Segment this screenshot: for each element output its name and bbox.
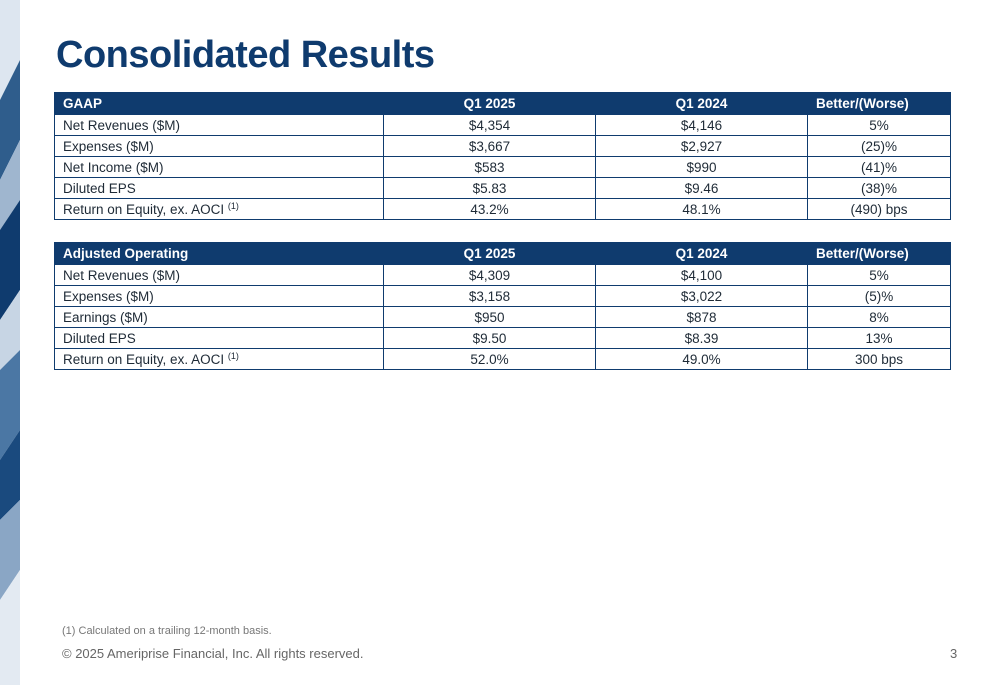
column-header-better-worse: Better/(Worse) xyxy=(807,92,951,115)
row-label: Expenses ($M) xyxy=(54,285,384,307)
footnote-marker: (1) xyxy=(227,351,239,361)
table-row: Earnings ($M) $950 $878 8% xyxy=(54,306,951,328)
column-header-section: GAAP xyxy=(54,92,384,115)
column-header-q1-2024: Q1 2024 xyxy=(595,242,808,265)
table-row: Diluted EPS $9.50 $8.39 13% xyxy=(54,327,951,349)
page-number: 3 xyxy=(950,646,958,661)
column-header-better-worse: Better/(Worse) xyxy=(807,242,951,265)
cell-better-worse: (25)% xyxy=(807,135,951,157)
row-label: Return on Equity, ex. AOCI (1) xyxy=(54,348,384,370)
cell-q1-2025: $4,309 xyxy=(383,264,596,286)
cell-q1-2024: $990 xyxy=(595,156,808,178)
adjusted-operating-table: Adjusted Operating Q1 2025 Q1 2024 Bette… xyxy=(54,242,951,370)
table-row: Return on Equity, ex. AOCI (1) 52.0% 49.… xyxy=(54,348,951,370)
cell-better-worse: 8% xyxy=(807,306,951,328)
gaap-table: GAAP Q1 2025 Q1 2024 Better/(Worse) Net … xyxy=(54,92,951,220)
table-row: Net Revenues ($M) $4,309 $4,100 5% xyxy=(54,264,951,286)
row-label: Net Revenues ($M) xyxy=(54,114,384,136)
column-header-section: Adjusted Operating xyxy=(54,242,384,265)
cell-q1-2025: $4,354 xyxy=(383,114,596,136)
cell-better-worse: 13% xyxy=(807,327,951,349)
column-header-q1-2025: Q1 2025 xyxy=(383,92,596,115)
cell-better-worse: (41)% xyxy=(807,156,951,178)
row-label: Net Income ($M) xyxy=(54,156,384,178)
column-header-q1-2024: Q1 2024 xyxy=(595,92,808,115)
cell-q1-2024: 49.0% xyxy=(595,348,808,370)
cell-q1-2024: $4,146 xyxy=(595,114,808,136)
page-title: Consolidated Results xyxy=(56,34,435,76)
row-label: Net Revenues ($M) xyxy=(54,264,384,286)
cell-better-worse: (5)% xyxy=(807,285,951,307)
cell-q1-2025: 43.2% xyxy=(383,198,596,220)
copyright: © 2025 Ameriprise Financial, Inc. All ri… xyxy=(62,646,364,661)
cell-q1-2024: $3,022 xyxy=(595,285,808,307)
table-header-row: GAAP Q1 2025 Q1 2024 Better/(Worse) xyxy=(54,92,951,115)
cell-q1-2024: 48.1% xyxy=(595,198,808,220)
cell-better-worse: 5% xyxy=(807,264,951,286)
cell-q1-2024: $9.46 xyxy=(595,177,808,199)
row-label: Return on Equity, ex. AOCI (1) xyxy=(54,198,384,220)
cell-better-worse: 5% xyxy=(807,114,951,136)
footnote: (1) Calculated on a trailing 12-month ba… xyxy=(62,625,272,637)
cell-q1-2025: $5.83 xyxy=(383,177,596,199)
cell-q1-2025: $583 xyxy=(383,156,596,178)
cell-better-worse: (38)% xyxy=(807,177,951,199)
cell-better-worse: (490) bps xyxy=(807,198,951,220)
row-label: Expenses ($M) xyxy=(54,135,384,157)
cell-q1-2024: $4,100 xyxy=(595,264,808,286)
table-row: Net Income ($M) $583 $990 (41)% xyxy=(54,156,951,178)
table-header-row: Adjusted Operating Q1 2025 Q1 2024 Bette… xyxy=(54,242,951,265)
row-label: Earnings ($M) xyxy=(54,306,384,328)
cell-q1-2025: 52.0% xyxy=(383,348,596,370)
table-row: Net Revenues ($M) $4,354 $4,146 5% xyxy=(54,114,951,136)
column-header-q1-2025: Q1 2025 xyxy=(383,242,596,265)
cell-q1-2025: $3,667 xyxy=(383,135,596,157)
table-row: Return on Equity, ex. AOCI (1) 43.2% 48.… xyxy=(54,198,951,220)
table-row: Diluted EPS $5.83 $9.46 (38)% xyxy=(54,177,951,199)
cell-q1-2024: $2,927 xyxy=(595,135,808,157)
cell-q1-2025: $950 xyxy=(383,306,596,328)
cell-q1-2025: $9.50 xyxy=(383,327,596,349)
side-decoration xyxy=(0,0,20,685)
cell-q1-2024: $878 xyxy=(595,306,808,328)
row-label: Diluted EPS xyxy=(54,327,384,349)
cell-better-worse: 300 bps xyxy=(807,348,951,370)
cell-q1-2025: $3,158 xyxy=(383,285,596,307)
row-label: Diluted EPS xyxy=(54,177,384,199)
footnote-marker: (1) xyxy=(227,201,239,211)
table-row: Expenses ($M) $3,158 $3,022 (5)% xyxy=(54,285,951,307)
cell-q1-2024: $8.39 xyxy=(595,327,808,349)
table-row: Expenses ($M) $3,667 $2,927 (25)% xyxy=(54,135,951,157)
